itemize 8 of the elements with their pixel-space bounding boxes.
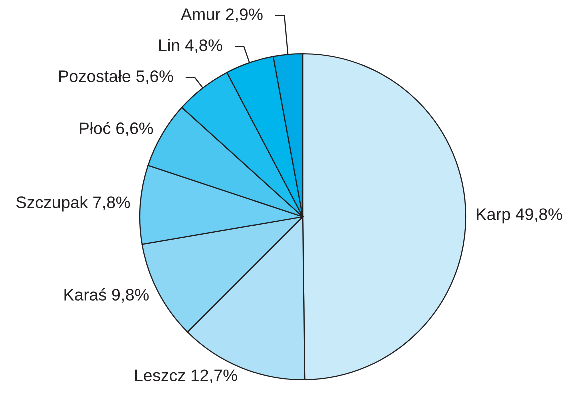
slice-label: Lin 4,8%: [159, 39, 222, 54]
slice-label: Karaś 9,8%: [64, 288, 149, 303]
slice-label: Amur 2,9%: [181, 8, 263, 22]
slice-label: Leszcz 12,7%: [135, 370, 238, 384]
slice-label: Karp 49,8%: [477, 208, 562, 224]
slice-label: Szczupak 7,8%: [16, 196, 130, 212]
slice-label: Pozostałe 5,6%: [59, 70, 174, 84]
slice-label: Płoć 6,6%: [80, 122, 154, 136]
